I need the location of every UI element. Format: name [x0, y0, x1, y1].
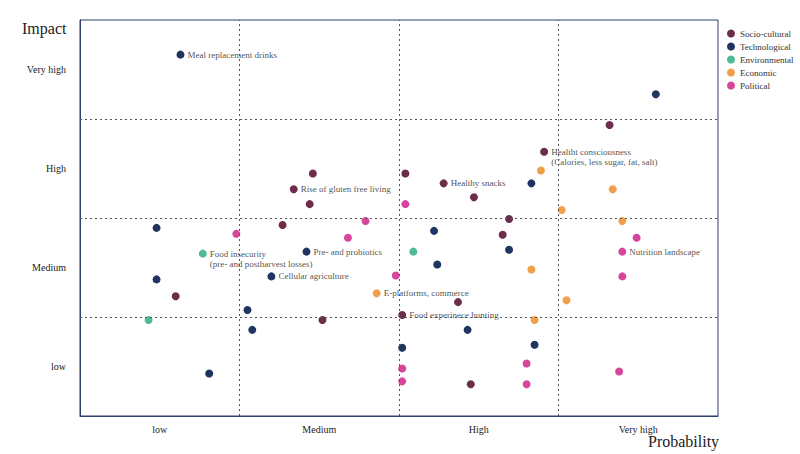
svg-text:Pre- and probiotics: Pre- and probiotics [313, 247, 382, 257]
svg-text:E-platforms, commerce: E-platforms, commerce [384, 288, 469, 298]
svg-text:Medium: Medium [32, 262, 66, 273]
svg-text:low: low [51, 361, 67, 372]
svg-text:Political: Political [740, 81, 770, 91]
svg-text:Rise of gluten free living: Rise of gluten free living [301, 184, 391, 194]
svg-text:Nutrition landscape: Nutrition landscape [629, 247, 700, 257]
svg-text:Environmental: Environmental [740, 55, 794, 65]
svg-text:Food experinece hunting: Food experinece hunting [409, 310, 499, 320]
svg-text:Cellular agriculture: Cellular agriculture [278, 271, 348, 281]
svg-text:High: High [469, 424, 489, 435]
svg-text:Healthy snacks: Healthy snacks [451, 178, 506, 188]
svg-text:(Calories, less sugar, fat, sa: (Calories, less sugar, fat, salt) [551, 157, 657, 167]
svg-text:Economic: Economic [740, 68, 777, 78]
svg-text:low: low [152, 424, 168, 435]
svg-text:(pre- and postharvest losses): (pre- and postharvest losses) [210, 259, 313, 269]
svg-text:High: High [46, 163, 66, 174]
svg-text:Food insecurity: Food insecurity [210, 249, 267, 259]
svg-text:Meal replacement drinks: Meal replacement drinks [187, 50, 277, 60]
svg-text:Impact: Impact [22, 20, 67, 38]
svg-text:Very high: Very high [619, 424, 658, 435]
svg-text:Technological: Technological [740, 42, 791, 52]
svg-text:Probability: Probability [648, 433, 719, 451]
svg-text:Healtht consciousness: Healtht consciousness [551, 147, 631, 157]
svg-text:Medium: Medium [302, 424, 336, 435]
svg-text:Socio-cultural: Socio-cultural [740, 29, 791, 39]
svg-text:Very high: Very high [27, 64, 66, 75]
